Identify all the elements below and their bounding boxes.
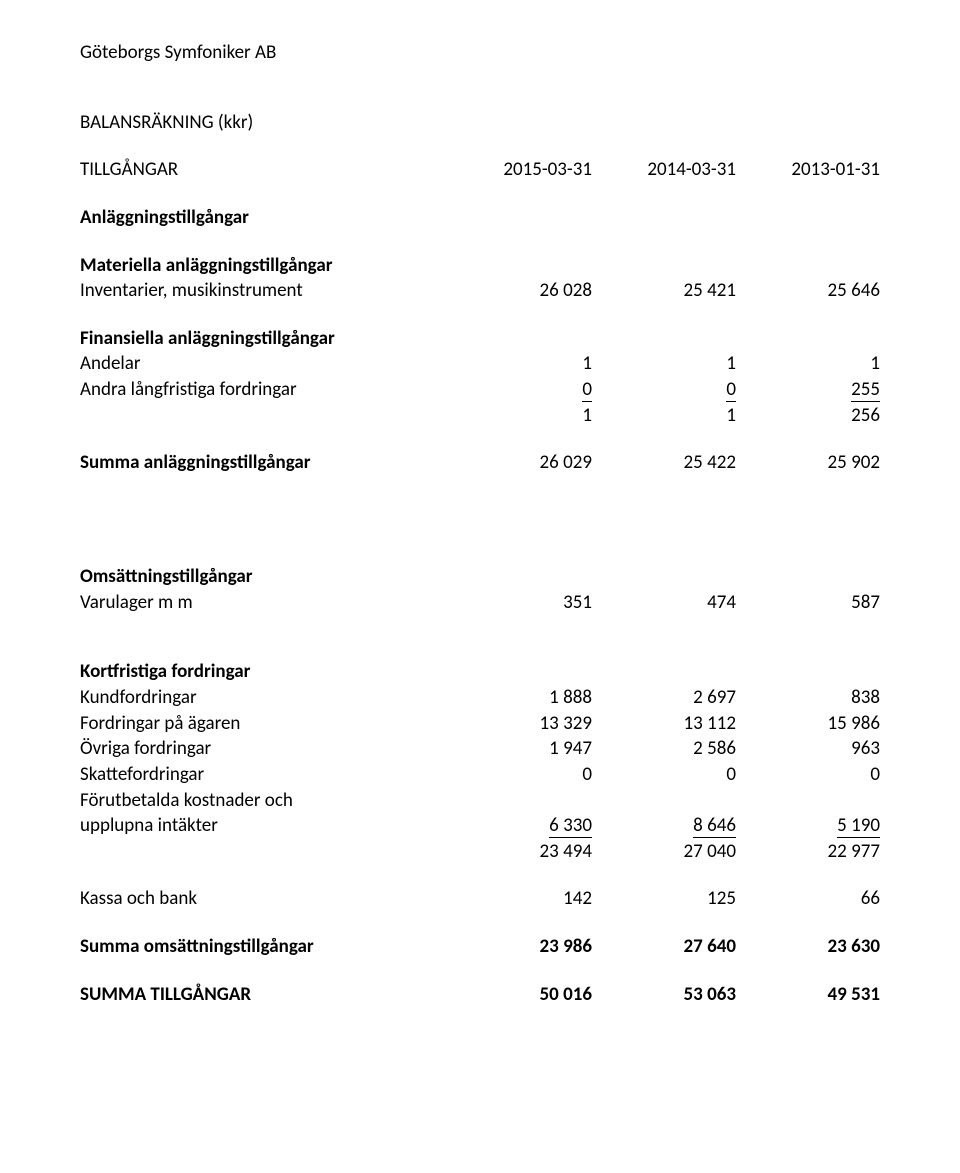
cell: 2 697 (592, 685, 736, 711)
cell: 27 640 (592, 934, 736, 960)
cell: 0 (736, 762, 880, 788)
col-header-2: 2014-03-31 (592, 157, 736, 183)
row-label: Förutbetalda kostnader och (80, 788, 448, 814)
table-row: upplupna intäkter 6 330 8 646 5 190 (80, 813, 880, 839)
cell: 1 (448, 351, 592, 377)
cell: 1 947 (448, 736, 592, 762)
table-row: Summa omsättningstillgångar 23 986 27 64… (80, 934, 880, 960)
cell: 474 (592, 590, 736, 616)
document-page: Göteborgs Symfoniker AB BALANSRÄKNING (k… (40, 0, 920, 1047)
table-row: Övriga fordringar 1 947 2 586 963 (80, 736, 880, 762)
cell: 49 531 (736, 982, 880, 1008)
row-label: Skattefordringar (80, 762, 448, 788)
cell: 1 (592, 351, 736, 377)
cell: 26 029 (448, 450, 592, 476)
cell: 15 986 (736, 711, 880, 737)
cell: 8 646 (693, 814, 736, 838)
table-row: Andra långfristiga fordringar 0 0 255 (80, 377, 880, 403)
cell: 25 646 (736, 278, 880, 304)
cell: 23 986 (448, 934, 592, 960)
row-label: Övriga fordringar (80, 736, 448, 762)
cell: 255 (851, 378, 880, 402)
cell: 1 (592, 403, 736, 429)
cell: 13 112 (592, 711, 736, 737)
row-label: Fordringar på ägaren (80, 711, 448, 737)
table-row: Förutbetalda kostnader och (80, 788, 880, 814)
cell: 66 (736, 886, 880, 912)
table-row: Summa anläggningstillgångar 26 029 25 42… (80, 450, 880, 476)
table-row: 23 494 27 040 22 977 (80, 839, 880, 865)
table-row: Inventarier, musikinstrument 26 028 25 4… (80, 278, 880, 304)
table-row: Fordringar på ägaren 13 329 13 112 15 98… (80, 711, 880, 737)
cell: 351 (448, 590, 592, 616)
table-row: Skattefordringar 0 0 0 (80, 762, 880, 788)
cell: 5 190 (837, 814, 880, 838)
cell: 587 (736, 590, 880, 616)
cell: 2 586 (592, 736, 736, 762)
cell: 838 (736, 685, 880, 711)
table-row: Varulager m m 351 474 587 (80, 590, 880, 616)
cell: 25 422 (592, 450, 736, 476)
cell: 0 (726, 378, 736, 402)
section-heading: TILLGÅNGAR (80, 157, 448, 183)
row-label: Inventarier, musikinstrument (80, 278, 448, 304)
cell: 6 330 (549, 814, 592, 838)
cell: 27 040 (592, 839, 736, 865)
cell: 13 329 (448, 711, 592, 737)
cell: 53 063 (592, 982, 736, 1008)
balance-sheet-table: BALANSRÄKNING (kkr) TILLGÅNGAR 2015-03-3… (80, 66, 880, 1008)
table-row: 1 1 256 (80, 403, 880, 429)
row-label: upplupna intäkter (80, 813, 448, 839)
cell: 25 421 (592, 278, 736, 304)
materiella-heading: Materiella anläggningstillgångar (80, 253, 448, 279)
cell: 1 888 (448, 685, 592, 711)
cell: 26 028 (448, 278, 592, 304)
cell: 963 (736, 736, 880, 762)
cell: 142 (448, 886, 592, 912)
cell: 0 (448, 762, 592, 788)
col-header-3: 2013-01-31 (736, 157, 880, 183)
row-label: Summa omsättningstillgångar (80, 934, 448, 960)
row-label: SUMMA TILLGÅNGAR (80, 982, 448, 1008)
cell: 125 (592, 886, 736, 912)
cell: 0 (582, 378, 592, 402)
omsattning-heading: Omsättningstillgångar (80, 564, 448, 590)
cell: 22 977 (736, 839, 880, 865)
company-name: Göteborgs Symfoniker AB (80, 40, 880, 66)
cell: 23 494 (448, 839, 592, 865)
row-label: Andelar (80, 351, 448, 377)
row-label: Andra långfristiga fordringar (80, 377, 448, 403)
col-header-1: 2015-03-31 (448, 157, 592, 183)
row-label: Summa anläggningstillgångar (80, 450, 448, 476)
cell: 23 630 (736, 934, 880, 960)
report-title: BALANSRÄKNING (kkr) (80, 110, 448, 136)
cell: 25 902 (736, 450, 880, 476)
anlaggning-heading: Anläggningstillgångar (80, 205, 448, 231)
finansiella-heading: Finansiella anläggningstillgångar (80, 326, 448, 352)
row-label: Varulager m m (80, 590, 448, 616)
table-row: Kassa och bank 142 125 66 (80, 886, 880, 912)
cell: 50 016 (448, 982, 592, 1008)
cell: 256 (736, 403, 880, 429)
row-label: Kassa och bank (80, 886, 448, 912)
cell: 1 (736, 351, 880, 377)
table-row: Kundfordringar 1 888 2 697 838 (80, 685, 880, 711)
table-row: SUMMA TILLGÅNGAR 50 016 53 063 49 531 (80, 982, 880, 1008)
cell: 1 (448, 403, 592, 429)
kortfristiga-heading: Kortfristiga fordringar (80, 659, 448, 685)
table-row: Andelar 1 1 1 (80, 351, 880, 377)
cell: 0 (592, 762, 736, 788)
row-label: Kundfordringar (80, 685, 448, 711)
